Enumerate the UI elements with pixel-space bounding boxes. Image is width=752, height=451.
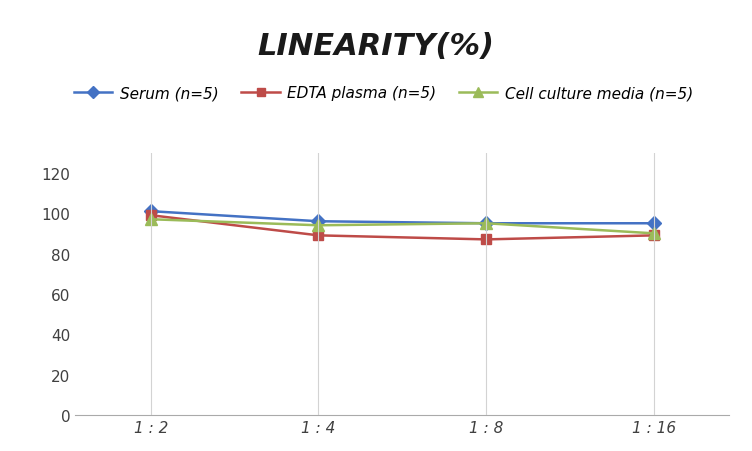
Serum (n=5) — [314, 219, 323, 225]
EDTA plasma (n=5) — [650, 233, 659, 239]
Cell culture media (n=5) — [314, 223, 323, 229]
EDTA plasma (n=5) — [314, 233, 323, 239]
Line: Cell culture media (n=5): Cell culture media (n=5) — [145, 214, 660, 239]
Text: LINEARITY(%): LINEARITY(%) — [257, 32, 495, 60]
Line: EDTA plasma (n=5): EDTA plasma (n=5) — [146, 211, 659, 245]
EDTA plasma (n=5) — [482, 237, 491, 243]
Legend: Serum (n=5), EDTA plasma (n=5), Cell culture media (n=5): Serum (n=5), EDTA plasma (n=5), Cell cul… — [68, 80, 699, 107]
Serum (n=5) — [146, 209, 155, 214]
Serum (n=5) — [650, 221, 659, 226]
Cell culture media (n=5) — [146, 217, 155, 222]
Cell culture media (n=5) — [650, 231, 659, 236]
Line: Serum (n=5): Serum (n=5) — [146, 207, 659, 229]
EDTA plasma (n=5) — [146, 213, 155, 218]
Serum (n=5) — [482, 221, 491, 226]
Cell culture media (n=5) — [482, 221, 491, 226]
